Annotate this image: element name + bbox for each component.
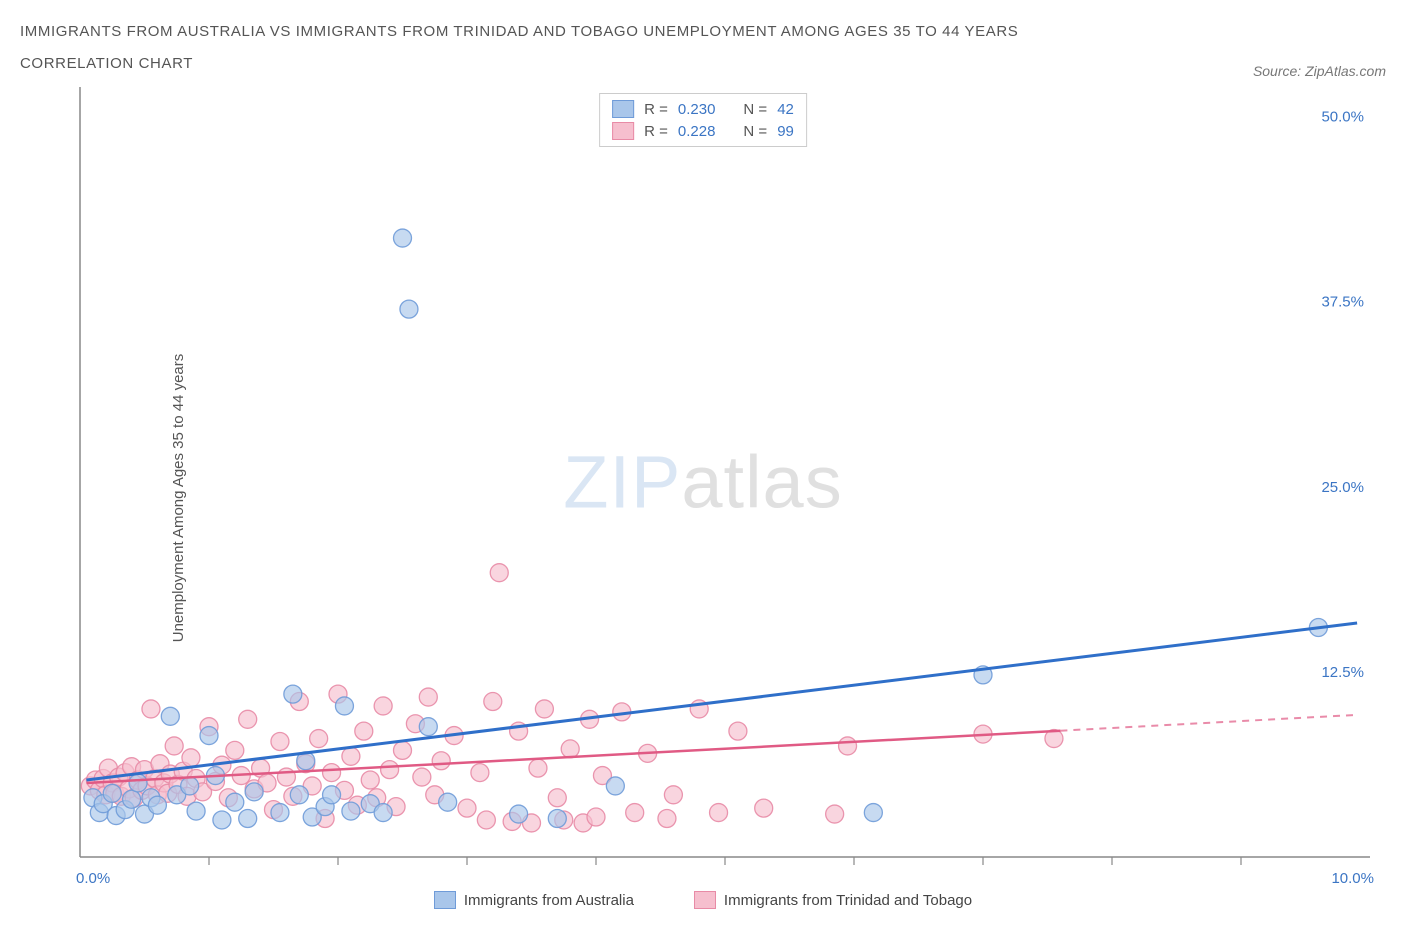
- r-label: R =: [644, 123, 668, 140]
- legend-label-trinidad: Immigrants from Trinidad and Tobago: [724, 892, 972, 909]
- swatch-australia-icon: [434, 891, 456, 909]
- stats-row-trinidad: R = 0.228 N = 99: [612, 120, 794, 142]
- r-label: R =: [644, 101, 668, 118]
- scatter-chart: 12.5% 25.0% 37.5% 50.0% 0.0% 10.0%: [20, 87, 1386, 887]
- r-value-australia: 0.230: [678, 101, 716, 118]
- n-value-trinidad: 99: [777, 123, 794, 140]
- stats-row-australia: R = 0.230 N = 42: [612, 98, 794, 120]
- legend-label-australia: Immigrants from Australia: [464, 892, 634, 909]
- legend-item-australia: Immigrants from Australia: [434, 891, 634, 909]
- svg-text:12.5%: 12.5%: [1321, 664, 1364, 681]
- title-line-2: CORRELATION CHART: [20, 55, 193, 72]
- swatch-trinidad: [612, 122, 634, 140]
- legend-item-trinidad: Immigrants from Trinidad and Tobago: [694, 891, 972, 909]
- header: IMMIGRANTS FROM AUSTRALIA VS IMMIGRANTS …: [20, 16, 1386, 79]
- swatch-australia: [612, 100, 634, 118]
- source-attribution: Source: ZipAtlas.com: [1253, 63, 1386, 79]
- svg-text:50.0%: 50.0%: [1321, 109, 1364, 126]
- n-value-australia: 42: [777, 101, 794, 118]
- svg-text:10.0%: 10.0%: [1331, 870, 1374, 887]
- title-line-1: IMMIGRANTS FROM AUSTRALIA VS IMMIGRANTS …: [20, 23, 1018, 40]
- chart-title: IMMIGRANTS FROM AUSTRALIA VS IMMIGRANTS …: [20, 16, 1018, 79]
- chart-container: Unemployment Among Ages 35 to 44 years R…: [20, 87, 1386, 909]
- swatch-trinidad-icon: [694, 891, 716, 909]
- stats-legend: R = 0.230 N = 42 R = 0.228 N = 99: [599, 93, 807, 147]
- series-legend: Immigrants from Australia Immigrants fro…: [20, 891, 1386, 909]
- r-value-trinidad: 0.228: [678, 123, 716, 140]
- svg-text:37.5%: 37.5%: [1321, 294, 1364, 311]
- svg-text:25.0%: 25.0%: [1321, 479, 1364, 496]
- svg-text:0.0%: 0.0%: [76, 870, 110, 887]
- n-label: N =: [743, 123, 767, 140]
- n-label: N =: [743, 101, 767, 118]
